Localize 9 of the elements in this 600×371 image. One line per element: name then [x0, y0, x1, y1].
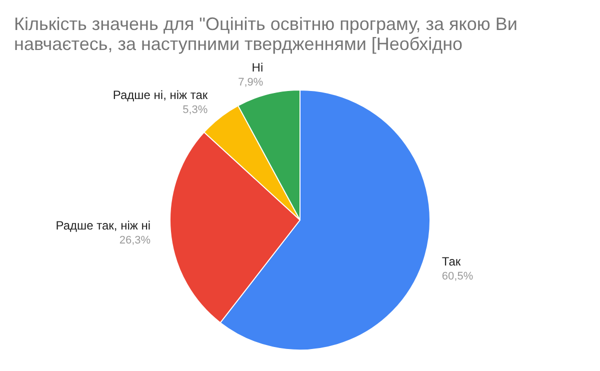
data-label: 26,3%	[119, 234, 151, 247]
data-label: 60,5%	[442, 270, 474, 283]
slice-label: Так	[442, 254, 462, 269]
slice-label: Радше так, ніж ні	[56, 218, 151, 233]
slice-label: Ні	[252, 60, 264, 75]
data-label: 5,3%	[182, 104, 208, 116]
chart-title: Кількість значень для "Оцініть освітню програму, за якою Ви навчаєтесь, за наступними твердженнями [Необхідно	[14, 14, 518, 54]
slice-label: Радше ні, ніж так	[112, 88, 208, 102]
data-label: 7,9%	[238, 76, 264, 89]
